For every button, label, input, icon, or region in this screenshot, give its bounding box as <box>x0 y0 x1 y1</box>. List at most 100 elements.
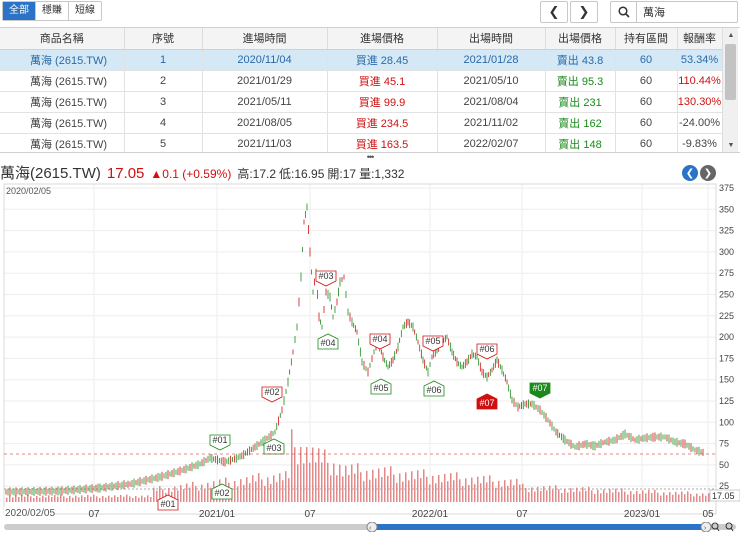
last-price-label: 17.05 <box>712 491 735 501</box>
trade-marker[interactable]: #01 <box>157 494 179 511</box>
cell-entry-price: 買進 28.45 <box>327 49 438 71</box>
search-input[interactable] <box>637 3 733 21</box>
trade-marker[interactable]: #02 <box>261 386 283 403</box>
cell-exit-time: 2021/01/28 <box>437 49 546 71</box>
cell-hold: 60 <box>615 91 678 113</box>
y-tick-label: 175 <box>719 353 734 363</box>
col-header-hold[interactable]: 持有區間 <box>615 28 678 50</box>
trade-marker[interactable]: #06 <box>423 380 445 397</box>
y-tick-label: 250 <box>719 290 734 300</box>
filter-all-button[interactable]: 全部 <box>3 2 36 20</box>
cell-exit-time: 2021/11/02 <box>437 112 546 134</box>
cell-seq: 4 <box>124 112 203 134</box>
search-icon[interactable] <box>611 2 637 22</box>
cell-exit-price: 賣出 162 <box>545 112 616 134</box>
y-tick-label: 150 <box>719 375 734 385</box>
table-row[interactable]: 萬海 (2615.TW) 3 2021/05/11 買進 99.9 2021/08/04… <box>0 91 723 113</box>
quote-name: 萬海(2615.TW) <box>0 165 101 182</box>
scroll-down-icon[interactable]: ▼ <box>727 141 735 149</box>
col-header-entry-price[interactable]: 進場價格 <box>327 28 438 50</box>
price-chart[interactable]: 375 350 325 300 275 250 225 200 175 150 125 100 75 50… <box>0 182 740 520</box>
range-selection[interactable] <box>374 524 704 530</box>
svg-text:›: › <box>704 525 707 532</box>
cell-name: 萬海 (2615.TW) <box>0 91 125 113</box>
trade-marker[interactable]: #04 <box>369 333 391 350</box>
cell-exit-price: 賣出 231 <box>545 91 616 113</box>
scroll-thumb[interactable] <box>725 44 736 100</box>
cell-hold: 60 <box>615 70 678 92</box>
y-tick-label: 50 <box>719 460 729 470</box>
zoom-in-icon[interactable] <box>725 522 734 532</box>
search-box <box>610 1 738 23</box>
x-tick-label: 2022/01 <box>412 509 449 520</box>
cell-entry-time: 2021/01/29 <box>202 70 328 92</box>
trade-marker[interactable]: #07 <box>529 382 551 399</box>
svg-text:#04: #04 <box>320 338 335 348</box>
svg-text:#07: #07 <box>479 398 494 408</box>
col-header-exit-time[interactable]: 出場時間 <box>437 28 546 50</box>
panel-splitter[interactable]: ••• <box>366 152 374 162</box>
trade-marker[interactable]: #04 <box>317 333 339 350</box>
cell-exit-price: 賣出 43.8 <box>545 49 616 71</box>
table-row[interactable]: 萬海 (2615.TW) 1 2020/11/04 買進 28.45 2021/01/2… <box>0 49 723 71</box>
x-tick-label: 07 <box>88 509 100 520</box>
range-handle-right[interactable] <box>700 522 712 532</box>
table-row[interactable]: 萬海 (2615.TW) 4 2021/08/05 買進 234.5 2021/11/0… <box>0 112 723 134</box>
x-tick-label: 05 <box>702 509 714 520</box>
chart-range-scroller[interactable]: ‹ › <box>4 522 736 532</box>
x-tick-label: 2021/01 <box>199 509 236 520</box>
cell-entry-time: 2021/08/05 <box>202 112 328 134</box>
y-tick-label: 350 <box>719 204 734 214</box>
quote-price: 17.05 <box>106 165 145 182</box>
y-tick-label: 375 <box>719 183 734 193</box>
trade-marker[interactable]: #05 <box>370 378 392 395</box>
trade-marker[interactable]: #02 <box>211 483 233 500</box>
table-header-row: 商品名稱 序號 進場時間 進場價格 出場時間 出場價格 持有區間 報酬率 <box>0 28 723 50</box>
cell-ret: 110.44% <box>677 70 723 92</box>
scroll-up-icon[interactable]: ▲ <box>727 31 735 39</box>
col-header-exit-price[interactable]: 出場價格 <box>545 28 616 50</box>
chart-prev-button[interactable]: ❮ <box>682 165 698 181</box>
col-header-name[interactable]: 商品名稱 <box>0 28 125 50</box>
prev-button[interactable]: ❮ <box>540 1 568 23</box>
col-header-return[interactable]: 報酬率 <box>677 28 723 50</box>
zoom-out-icon[interactable] <box>711 522 720 532</box>
cell-ret: 53.34% <box>677 49 723 71</box>
next-button[interactable]: ❯ <box>570 1 598 23</box>
trade-marker[interactable]: #07 <box>476 393 498 410</box>
y-tick-label: 200 <box>719 332 734 342</box>
y-tick-label: 100 <box>719 417 734 427</box>
quote-low: 低:16.95 <box>279 167 325 181</box>
cell-name: 萬海 (2615.TW) <box>0 112 125 134</box>
filter-short-button[interactable]: 短線 <box>69 2 101 20</box>
cell-hold: 60 <box>615 133 678 152</box>
table-row[interactable]: 萬海 (2615.TW) 5 2021/11/03 買進 163.5 2022/02/0… <box>0 133 723 152</box>
trade-marker[interactable]: #03 <box>263 438 285 455</box>
trade-marker[interactable]: #01 <box>209 434 231 451</box>
filter-stable-button[interactable]: 穩賺 <box>36 2 69 20</box>
range-handle-left[interactable] <box>366 522 378 532</box>
svg-text:#01: #01 <box>212 435 227 445</box>
chart-top-date: 2020/02/05 <box>6 186 51 196</box>
quote-change: ▲0.1 (+0.59%) <box>150 167 232 181</box>
y-tick-label: 225 <box>719 311 734 321</box>
y-tick-label: 300 <box>719 247 734 257</box>
chart-bottom-date: 2020/02/05 <box>5 508 55 519</box>
trade-marker[interactable]: #03 <box>315 270 337 287</box>
cell-hold: 60 <box>615 49 678 71</box>
col-header-seq[interactable]: 序號 <box>124 28 203 50</box>
cell-name: 萬海 (2615.TW) <box>0 49 125 71</box>
table-scrollbar[interactable]: ▲ ▼ <box>722 28 738 152</box>
col-header-entry-time[interactable]: 進場時間 <box>202 28 328 50</box>
chart-next-button[interactable]: ❯ <box>700 165 716 181</box>
cell-entry-price: 買進 45.1 <box>327 70 438 92</box>
cell-seq: 5 <box>124 133 203 152</box>
cell-exit-time: 2021/05/10 <box>437 70 546 92</box>
trade-marker[interactable]: #06 <box>476 343 498 360</box>
svg-text:#05: #05 <box>425 336 440 346</box>
cell-ret: -24.00% <box>677 112 723 134</box>
chevron-right-icon: ❯ <box>578 4 590 19</box>
trade-marker[interactable]: #05 <box>422 335 444 352</box>
table-row[interactable]: 萬海 (2615.TW) 2 2021/01/29 買進 45.1 2021/05/10… <box>0 70 723 92</box>
cell-entry-price: 買進 99.9 <box>327 91 438 113</box>
